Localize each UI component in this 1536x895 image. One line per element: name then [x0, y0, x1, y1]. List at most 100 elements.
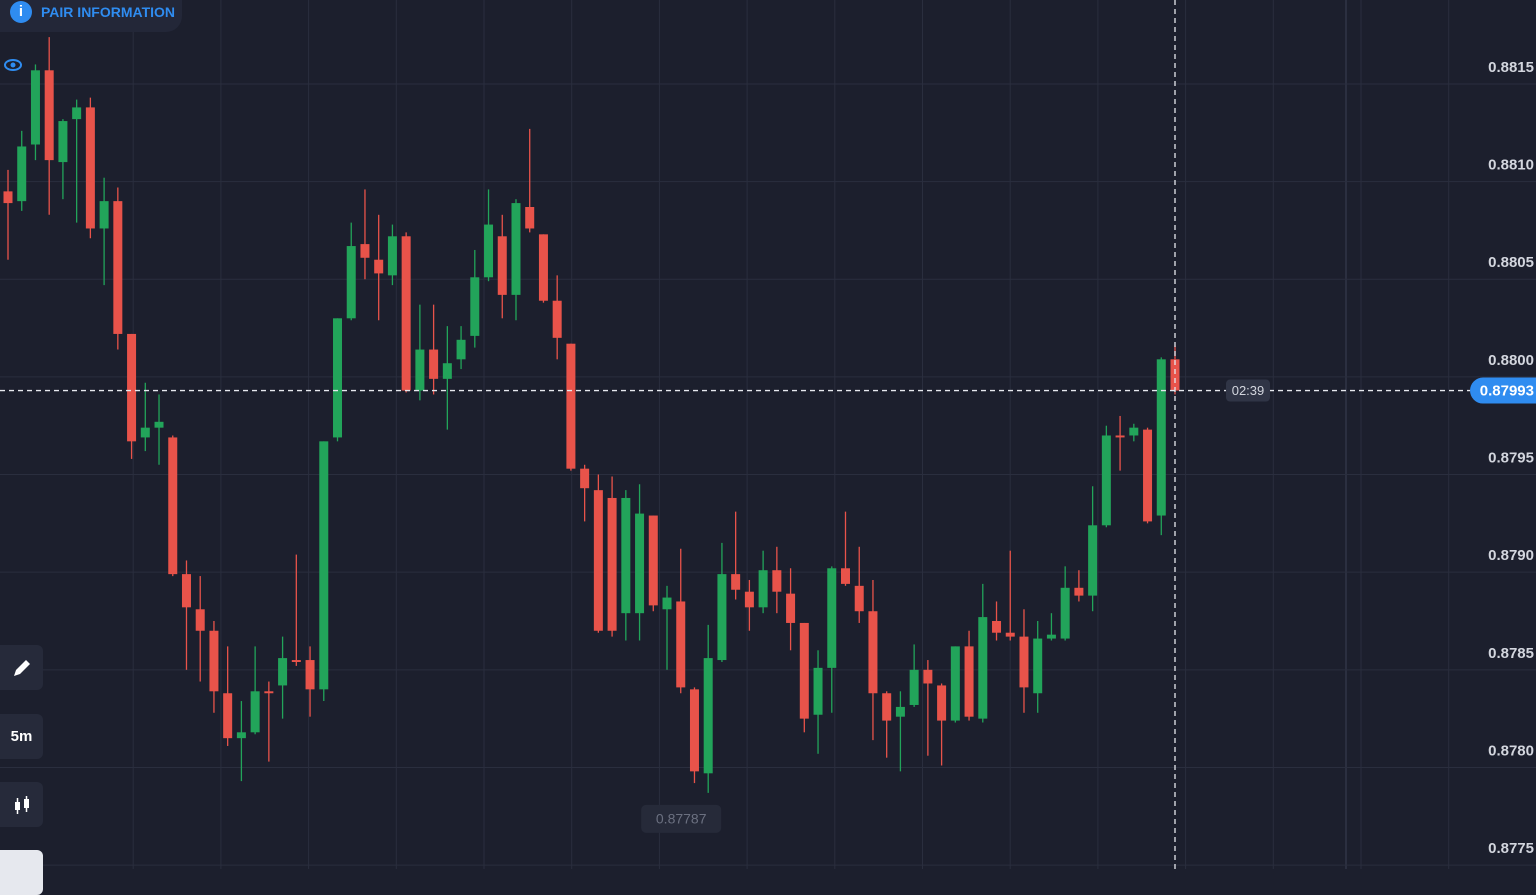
candle-body [786, 593, 796, 623]
current-price-badge [1470, 377, 1536, 404]
candle-body [648, 515, 658, 606]
candle-body [882, 693, 892, 721]
pair-info-label: PAIR INFORMATION [41, 4, 176, 20]
candle-body [772, 570, 782, 592]
candle-body [470, 277, 480, 336]
candle-body [72, 107, 82, 120]
eye-icon[interactable] [3, 58, 23, 72]
candle-body [662, 597, 672, 610]
info-icon: i [10, 1, 32, 23]
candle-body [1005, 632, 1015, 637]
candle-body [717, 574, 727, 661]
candle-body [484, 224, 494, 278]
candle-body [992, 620, 1002, 633]
candle-body [1129, 427, 1139, 436]
candle-body [195, 609, 205, 631]
pencil-icon [13, 659, 30, 676]
candle-body [442, 363, 452, 379]
candles-icon [14, 795, 29, 814]
candle-body [346, 246, 356, 319]
candle-body [291, 660, 301, 663]
candle-body [799, 622, 809, 719]
candle-body [621, 497, 631, 614]
candle-body [58, 121, 68, 163]
candle-body [895, 706, 905, 717]
candle-body [827, 568, 837, 668]
candle-body [415, 349, 425, 391]
candle-body [635, 513, 645, 614]
candle-body [429, 349, 439, 379]
y-tick-label: 0.8785 [1488, 645, 1534, 662]
draw-tool-button[interactable] [0, 645, 43, 690]
y-tick-label: 0.8790 [1488, 547, 1534, 564]
timeframe-label: 5m [10, 728, 33, 745]
low-label: 0.87787 [656, 811, 707, 827]
candle-body [305, 660, 315, 690]
candle-body [580, 468, 590, 489]
timeframe-button[interactable]: 5m [0, 714, 43, 759]
chart-type-button[interactable] [0, 782, 43, 827]
candle-body [127, 333, 137, 442]
y-tick-label: 0.8800 [1488, 352, 1534, 369]
candle-body [1156, 359, 1166, 516]
timer-badge [1226, 379, 1270, 402]
candle-body [937, 685, 947, 721]
candle-body [30, 70, 40, 145]
low-badge [641, 804, 722, 833]
candle-body [374, 259, 384, 274]
candle-body [868, 611, 878, 694]
y-tick-label: 0.8810 [1488, 157, 1534, 174]
candle-body [909, 669, 919, 705]
candle-body [181, 574, 191, 608]
candle-body [1074, 587, 1084, 596]
candle-body [964, 646, 974, 717]
candle-body [511, 203, 521, 295]
candle-body [3, 191, 13, 204]
candle-body [250, 691, 260, 733]
candle-body [978, 617, 988, 719]
candle-body [387, 236, 397, 276]
candle-body [1046, 634, 1056, 639]
candle-body [154, 421, 164, 428]
candle-body [1115, 435, 1125, 438]
timer-label: 02:39 [1232, 383, 1265, 398]
candle-body [401, 236, 411, 391]
candle-body [264, 691, 274, 694]
chart: 0.8815 0.8810 0.8805 0.8800 0.8795 0.8790 0.87… [0, 0, 1536, 869]
pair-info-button[interactable]: i PAIR INFORMATION [0, 0, 182, 32]
candle-body [840, 568, 850, 584]
candle-body [703, 658, 713, 774]
current-price-label: 0.87993 [1480, 383, 1534, 400]
candle-body [1060, 587, 1070, 639]
candle-body [140, 427, 150, 438]
candle-body [319, 441, 329, 690]
candle-body [1019, 636, 1029, 688]
candle-body [209, 630, 219, 692]
y-tick-label: 0.8805 [1488, 254, 1534, 271]
candle-body [1143, 429, 1153, 522]
candle-body [1101, 435, 1111, 526]
y-tick-label: 0.8775 [1488, 840, 1534, 857]
expand-button[interactable] [0, 850, 43, 895]
candle-body [223, 693, 233, 739]
candle-body [1088, 525, 1098, 596]
candle-body [85, 107, 95, 229]
candle-body [1033, 638, 1043, 694]
candle-body [236, 732, 246, 739]
y-tick-label: 0.8780 [1488, 742, 1534, 759]
candle-body [854, 585, 864, 612]
candle-body [113, 201, 123, 334]
candle-body [525, 206, 535, 229]
candle-body [17, 146, 27, 202]
candle-body [813, 667, 823, 715]
candle-body [744, 591, 754, 608]
candle-body [497, 236, 507, 295]
candle-body [1170, 359, 1180, 391]
candle-body [593, 490, 603, 631]
y-tick-label: 0.8795 [1488, 450, 1534, 467]
candle-body [676, 601, 686, 688]
candle-body [607, 497, 617, 631]
candle-body [538, 234, 548, 301]
candle-body [950, 646, 960, 721]
